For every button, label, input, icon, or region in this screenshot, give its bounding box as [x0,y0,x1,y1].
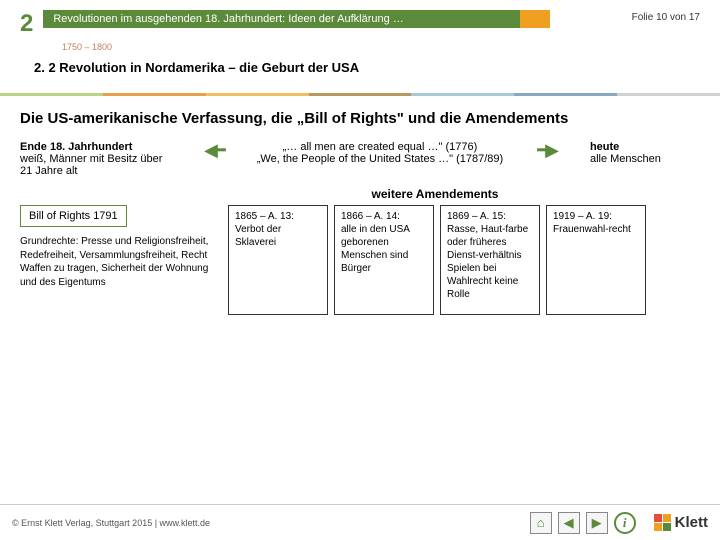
nav-controls: ⌂ ◀ ▶ i [530,512,636,534]
logo-text: Klett [675,514,708,531]
right-era-block: heute alle Menschen [590,141,700,165]
color-stripe [0,93,720,96]
info-button[interactable]: i [614,512,636,534]
slide-title-bar: Revolutionen im ausgehenden 18. Jahrhund… [43,10,550,28]
arrow-left-icon: ◀━ [204,141,223,155]
stripe-segment [617,93,720,96]
amendments-grid: 1865 – A. 13:Verbot der Sklaverei1866 – … [228,205,646,315]
stripe-segment [411,93,514,96]
amendment-heading: 1919 – A. 19: [553,210,639,223]
logo-icon [654,514,671,531]
left-era-body: weiß, Männer mit Besitz über 21 Jahre al… [20,153,170,177]
amendment-heading: 1865 – A. 13: [235,210,321,223]
amendment-body: Rasse, Haut-farbe oder früheres Dienst-v… [447,223,533,301]
next-button[interactable]: ▶ [586,512,608,534]
prev-button[interactable]: ◀ [558,512,580,534]
section-title: 2. 2 Revolution in Nordamerika – die Geb… [34,60,720,75]
klett-logo: Klett [654,514,708,531]
amendment-box: 1865 – A. 13:Verbot der Sklaverei [228,205,328,315]
amendment-body: Verbot der Sklaverei [235,223,321,249]
rights-text: Grundrechte: Presse und Religionsfreihei… [20,235,220,289]
main-title: Die US-amerikanische Verfassung, die „Bi… [20,110,700,127]
arrow-right-icon: ━▶ [537,141,556,155]
right-era-heading: heute [590,141,700,153]
bill-of-rights-column: Bill of Rights 1791 Grundrechte: Presse … [20,205,220,289]
footer: © Ernst Klett Verlag, Stuttgart 2015 | w… [0,504,720,540]
stripe-segment [206,93,309,96]
stripe-segment [514,93,617,96]
stripe-segment [309,93,412,96]
amendment-heading: 1869 – A. 15: [447,210,533,223]
quote-1: „… all men are created equal …" (1776) [257,141,503,153]
home-button[interactable]: ⌂ [530,512,552,534]
chapter-number: 2 [20,10,33,38]
amendment-box: 1866 – A. 14:alle in den USA geborenen M… [334,205,434,315]
period-label: 1750 – 1800 [62,42,720,52]
left-era-heading: Ende 18. Jahrhundert [20,141,170,153]
copyright-text: © Ernst Klett Verlag, Stuttgart 2015 | w… [12,518,530,528]
further-amendments-heading: weitere Amendements [170,187,700,201]
amendment-heading: 1866 – A. 14: [341,210,427,223]
quote-2: „We, the People of the United States …" … [257,153,503,165]
right-era-body: alle Menschen [590,153,700,165]
amendment-body: alle in den USA geborenen Menschen sind … [341,223,427,275]
amendment-body: Frauenwahl-recht [553,223,639,236]
quotes-block: „… all men are created equal …" (1776) „… [257,141,503,165]
left-era-block: Ende 18. Jahrhundert weiß, Männer mit Be… [20,141,170,177]
amendment-box: 1869 – A. 15:Rasse, Haut-farbe oder früh… [440,205,540,315]
slide-counter: Folie 10 von 17 [632,12,700,23]
amendment-box: 1919 – A. 19:Frauenwahl-recht [546,205,646,315]
stripe-segment [0,93,103,96]
stripe-segment [103,93,206,96]
bill-of-rights-box: Bill of Rights 1791 [20,205,127,227]
